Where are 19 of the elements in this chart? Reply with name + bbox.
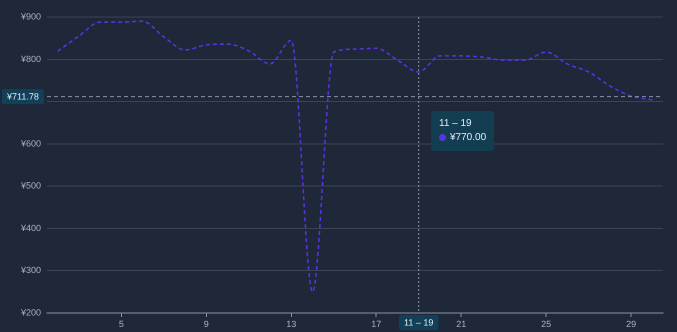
y-tick-label: ¥300 xyxy=(20,265,41,276)
ref-line-label: ¥711.78 xyxy=(6,92,39,102)
y-tick-label: ¥600 xyxy=(20,138,41,148)
annotation: 11 – 19 xyxy=(439,118,472,129)
x-tick-label: 9 xyxy=(204,318,209,329)
ref-line-label: 11 – 19 xyxy=(404,317,434,328)
x-tick-label: 13 xyxy=(286,318,296,329)
y-tick-label: ¥500 xyxy=(20,180,41,191)
y-tick-label: ¥400 xyxy=(20,222,41,233)
line-series xyxy=(56,20,654,293)
x-tick-label: 21 xyxy=(456,318,466,329)
y-tick-label: ¥900 xyxy=(20,11,41,22)
y-tick-label: ¥200 xyxy=(20,307,41,318)
annotation: ¥770.00 xyxy=(450,132,486,143)
x-tick-label: 25 xyxy=(541,318,552,329)
x-tick-label: 17 xyxy=(371,318,382,329)
x-tick-label: 5 xyxy=(118,318,124,329)
x-tick-label: 29 xyxy=(626,318,636,329)
y-tick-label: ¥800 xyxy=(20,54,41,64)
